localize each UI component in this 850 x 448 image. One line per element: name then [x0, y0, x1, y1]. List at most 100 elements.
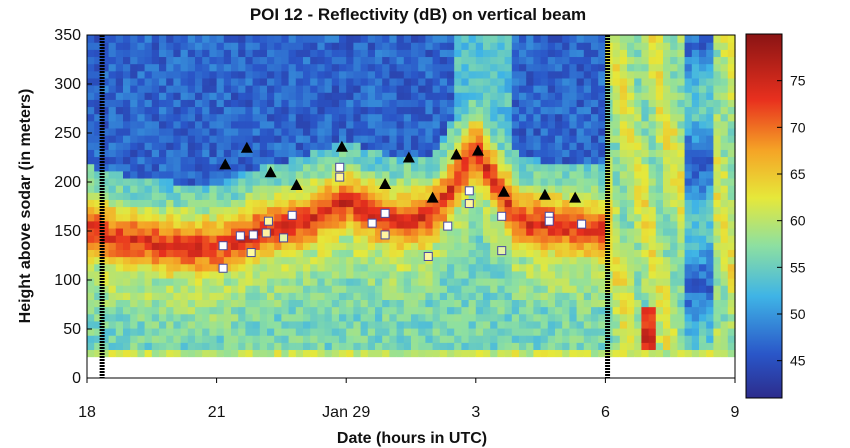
heatmap-cell	[259, 313, 268, 322]
heatmap-cell	[245, 35, 254, 43]
heatmap-cell	[720, 270, 729, 279]
heatmap-cell	[238, 285, 246, 293]
heatmap-cell	[223, 92, 232, 100]
heatmap-cell	[288, 127, 297, 136]
heatmap-cell	[209, 149, 218, 158]
heatmap-cell	[504, 120, 513, 129]
heatmap-cell	[454, 299, 462, 308]
heatmap-cell	[475, 106, 484, 115]
heatmap-cell	[706, 227, 714, 236]
heatmap-cell	[418, 185, 426, 193]
heatmap-cell	[331, 335, 340, 343]
heatmap-cell	[310, 306, 318, 315]
heatmap-cell	[583, 213, 592, 222]
heatmap-cell	[223, 35, 232, 43]
heatmap-cell	[274, 127, 282, 136]
heatmap-cell	[274, 192, 282, 200]
heatmap-cell	[641, 135, 650, 143]
heatmap-cell	[339, 185, 347, 193]
heatmap-cell	[159, 177, 167, 186]
heatmap-cell	[159, 85, 167, 93]
heatmap-cell	[231, 363, 239, 372]
heatmap-cell	[130, 242, 138, 250]
heatmap-cell	[295, 313, 304, 322]
heatmap-cell	[727, 85, 736, 93]
heatmap-cell	[663, 370, 671, 379]
heatmap-cell	[130, 49, 138, 58]
heatmap-cell	[115, 99, 124, 108]
heatmap-cell	[317, 263, 326, 272]
heatmap-cell	[691, 349, 700, 358]
heatmap-cell	[223, 313, 232, 322]
heatmap-cell	[223, 63, 232, 72]
heatmap-cell	[115, 349, 124, 358]
heatmap-cell	[101, 106, 110, 115]
heatmap-cell	[619, 113, 628, 122]
heatmap-cell	[238, 149, 246, 158]
heatmap-cell	[209, 213, 218, 222]
heatmap-cell	[576, 320, 585, 329]
heatmap-cell	[317, 170, 326, 179]
heatmap-cell	[583, 299, 592, 308]
heatmap-cell	[123, 149, 131, 158]
heatmap-cell	[519, 306, 527, 315]
heatmap-cell	[353, 120, 362, 129]
heatmap-cell	[569, 277, 578, 286]
heatmap-cell	[432, 227, 441, 236]
heatmap-cell	[195, 135, 203, 143]
heatmap-cell	[526, 170, 534, 179]
heatmap-cell	[331, 327, 340, 336]
heatmap-cell	[454, 235, 462, 243]
heatmap-cell	[87, 335, 95, 343]
heatmap-cell	[425, 106, 434, 115]
heatmap-cell	[562, 192, 570, 200]
sample-square	[464, 199, 474, 209]
heatmap-cell	[562, 99, 570, 108]
heatmap-cell	[173, 142, 182, 150]
heatmap-cell	[360, 142, 369, 150]
heatmap-cell	[238, 163, 246, 172]
heatmap-cell	[151, 63, 160, 72]
heatmap-cell	[259, 99, 268, 108]
heatmap-cell	[598, 135, 606, 143]
heatmap-cell	[367, 156, 376, 165]
heatmap-cell	[439, 77, 448, 86]
heatmap-cell	[367, 263, 376, 272]
heatmap-cell	[475, 49, 484, 58]
heatmap-cell	[727, 192, 736, 200]
heatmap-cell	[209, 77, 218, 86]
heatmap-cell	[418, 327, 426, 336]
heatmap-cell	[497, 220, 506, 229]
heatmap-cell	[267, 327, 275, 336]
heatmap-cell	[324, 135, 333, 143]
heatmap-cell	[166, 306, 174, 315]
heatmap-cell	[245, 92, 254, 100]
colorbar-tick-label: 60	[790, 213, 806, 229]
heatmap-cell	[123, 306, 131, 315]
heatmap-cell	[339, 313, 347, 322]
heatmap-cell	[540, 199, 549, 208]
heatmap-cell	[303, 177, 311, 186]
heatmap-cell	[562, 320, 570, 329]
heatmap-cell	[691, 327, 700, 336]
heatmap-cell	[555, 127, 563, 136]
heatmap-cell	[115, 299, 124, 308]
heatmap-cell	[684, 163, 693, 172]
heatmap-cell	[634, 370, 642, 379]
heatmap-cell	[483, 306, 491, 315]
heatmap-cell	[720, 370, 729, 379]
heatmap-cell	[454, 292, 462, 300]
heatmap-cell	[655, 306, 664, 315]
heatmap-cell	[151, 356, 160, 365]
heatmap-cell	[108, 363, 117, 372]
heatmap-cell	[115, 170, 124, 179]
heatmap-cell	[555, 120, 563, 129]
heatmap-cell	[173, 306, 182, 315]
heatmap-cell	[511, 363, 520, 372]
heatmap-cell	[454, 170, 462, 179]
heatmap-cell	[720, 192, 729, 200]
x-tick-label: 21	[208, 404, 226, 421]
heatmap-cell	[425, 113, 434, 122]
heatmap-cell	[389, 349, 398, 358]
heatmap-cell	[339, 156, 347, 165]
